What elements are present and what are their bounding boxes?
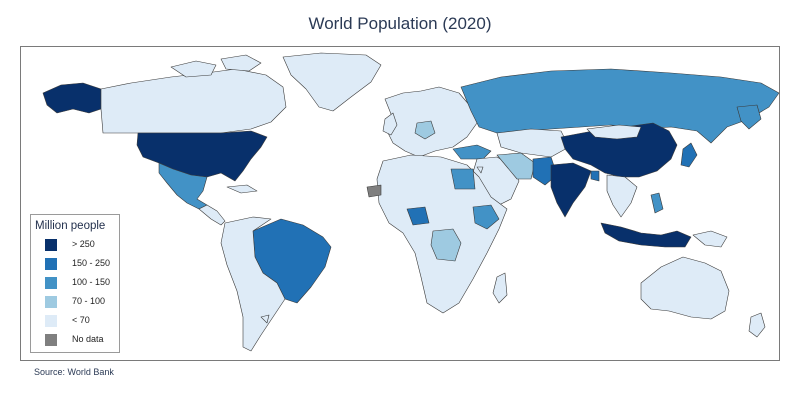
region-greenland — [282, 52, 382, 112]
region-india — [550, 162, 592, 218]
region-canada-islands — [170, 54, 262, 78]
legend-swatch — [45, 277, 57, 289]
legend-label: No data — [72, 334, 104, 344]
region-madagascar — [492, 272, 508, 304]
legend-label: 100 - 150 — [72, 277, 111, 287]
map-frame — [20, 46, 780, 361]
region-germany — [414, 120, 436, 140]
legend-swatch — [45, 239, 57, 251]
legend-swatch — [45, 334, 57, 346]
region-central-america — [198, 204, 226, 226]
legend-swatch — [45, 315, 57, 327]
world-map — [42, 52, 780, 352]
map-title: World Population (2020) — [308, 14, 492, 33]
legend-label: < 70 — [72, 315, 90, 325]
region-egypt — [450, 168, 476, 190]
region-papua — [692, 230, 728, 248]
region-russia-east — [736, 104, 762, 130]
region-dr-congo — [430, 228, 462, 262]
legend-swatch — [45, 258, 57, 270]
region-new-zealand — [748, 312, 766, 338]
region-canada — [100, 68, 287, 134]
region-alaska — [42, 82, 102, 114]
region-indonesia — [600, 222, 692, 248]
region-australia — [640, 256, 730, 320]
legend-swatch — [45, 296, 57, 308]
region-philippines — [650, 192, 664, 214]
legend-label: 70 - 100 — [72, 296, 106, 306]
region-mongolia — [586, 124, 642, 140]
legend-label: > 250 — [72, 239, 95, 249]
region-turkey — [452, 144, 492, 160]
region-uk — [382, 112, 398, 136]
legend-label: 150 - 250 — [72, 258, 111, 268]
region-bangladesh — [590, 170, 600, 182]
region-japan — [680, 142, 698, 168]
region-southeast-asia — [606, 174, 638, 218]
region-nigeria — [406, 206, 430, 226]
source-note: Source: World Bank — [34, 367, 114, 377]
region-south-america-other — [220, 216, 286, 352]
region-caribbean — [226, 184, 258, 194]
map-legend: Million people > 250 150 - 250 100 - 150… — [30, 214, 120, 353]
legend-title: Million people — [35, 220, 106, 232]
region-ethiopia — [472, 204, 500, 230]
region-china — [560, 122, 678, 178]
region-no-data — [366, 184, 382, 198]
region-central-asia — [496, 128, 570, 158]
region-usa — [136, 130, 268, 182]
region-islands — [260, 166, 484, 324]
